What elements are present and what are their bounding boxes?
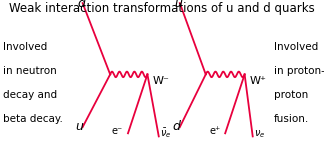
Text: beta decay.: beta decay. bbox=[3, 114, 63, 124]
Text: e⁺: e⁺ bbox=[209, 126, 220, 136]
Text: in neutron: in neutron bbox=[3, 66, 57, 75]
Text: in proton-: in proton- bbox=[274, 66, 324, 75]
Text: d: d bbox=[77, 0, 85, 10]
Text: $\nu_e$: $\nu_e$ bbox=[254, 128, 266, 140]
Text: $\bar{\nu}_e$: $\bar{\nu}_e$ bbox=[160, 126, 172, 140]
Text: proton: proton bbox=[274, 90, 308, 100]
Text: u: u bbox=[174, 0, 182, 10]
Text: W⁺: W⁺ bbox=[249, 76, 266, 86]
Text: d: d bbox=[172, 120, 180, 133]
Text: Involved: Involved bbox=[274, 42, 318, 51]
Text: fusion.: fusion. bbox=[274, 114, 309, 124]
Text: Weak interaction transformations of u and d quarks: Weak interaction transformations of u an… bbox=[9, 2, 315, 15]
Text: e⁻: e⁻ bbox=[112, 126, 123, 136]
Text: decay and: decay and bbox=[3, 90, 57, 100]
Text: u: u bbox=[75, 120, 83, 133]
Text: W⁻: W⁻ bbox=[152, 76, 169, 86]
Text: Involved: Involved bbox=[3, 42, 48, 51]
